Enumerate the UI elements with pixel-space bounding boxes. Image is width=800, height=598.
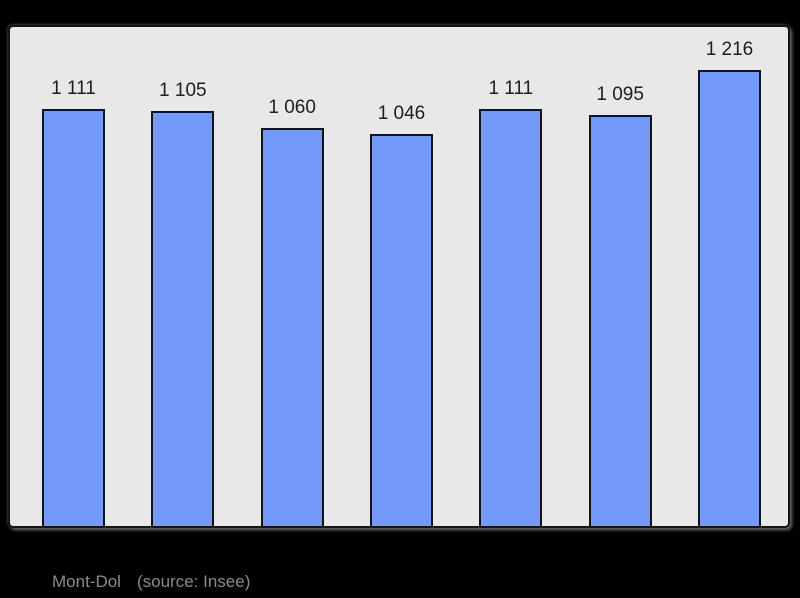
bars-container: 1 111 1 105 1 060 1 046 1 111 1 095 1 216 <box>10 27 788 526</box>
caption-source: (source: Insee) <box>136 572 251 591</box>
bar-column: 1 060 <box>260 97 324 526</box>
bar-value-label: 1 105 <box>159 80 207 101</box>
bar-column: 1 111 <box>479 78 543 526</box>
bar-value-label: 1 111 <box>488 78 534 99</box>
bar-column: 1 216 <box>697 39 761 526</box>
population-bar <box>588 115 652 526</box>
population-bar-chart-panel: 1 111 1 105 1 060 1 046 1 111 1 095 1 216 <box>8 25 790 528</box>
bar-column: 1 111 <box>42 78 105 526</box>
population-bar <box>697 70 761 526</box>
population-bar <box>260 128 324 526</box>
population-bar <box>369 134 433 526</box>
bar-value-label: 1 216 <box>705 39 754 60</box>
bar-column: 1 095 <box>588 84 652 526</box>
population-bar <box>151 111 215 526</box>
chart-caption: Mont-Dol (source: Insee) <box>52 572 250 592</box>
bar-value-label: 1 095 <box>596 84 644 105</box>
caption-place-name: Mont-Dol <box>52 572 121 591</box>
population-bar <box>42 109 105 526</box>
bar-value-label: 1 060 <box>268 97 316 118</box>
bar-column: 1 105 <box>151 80 215 526</box>
population-bar <box>479 109 543 526</box>
bar-value-label: 1 046 <box>377 103 426 124</box>
bar-value-label: 1 111 <box>51 78 96 99</box>
bar-column: 1 046 <box>369 103 433 526</box>
